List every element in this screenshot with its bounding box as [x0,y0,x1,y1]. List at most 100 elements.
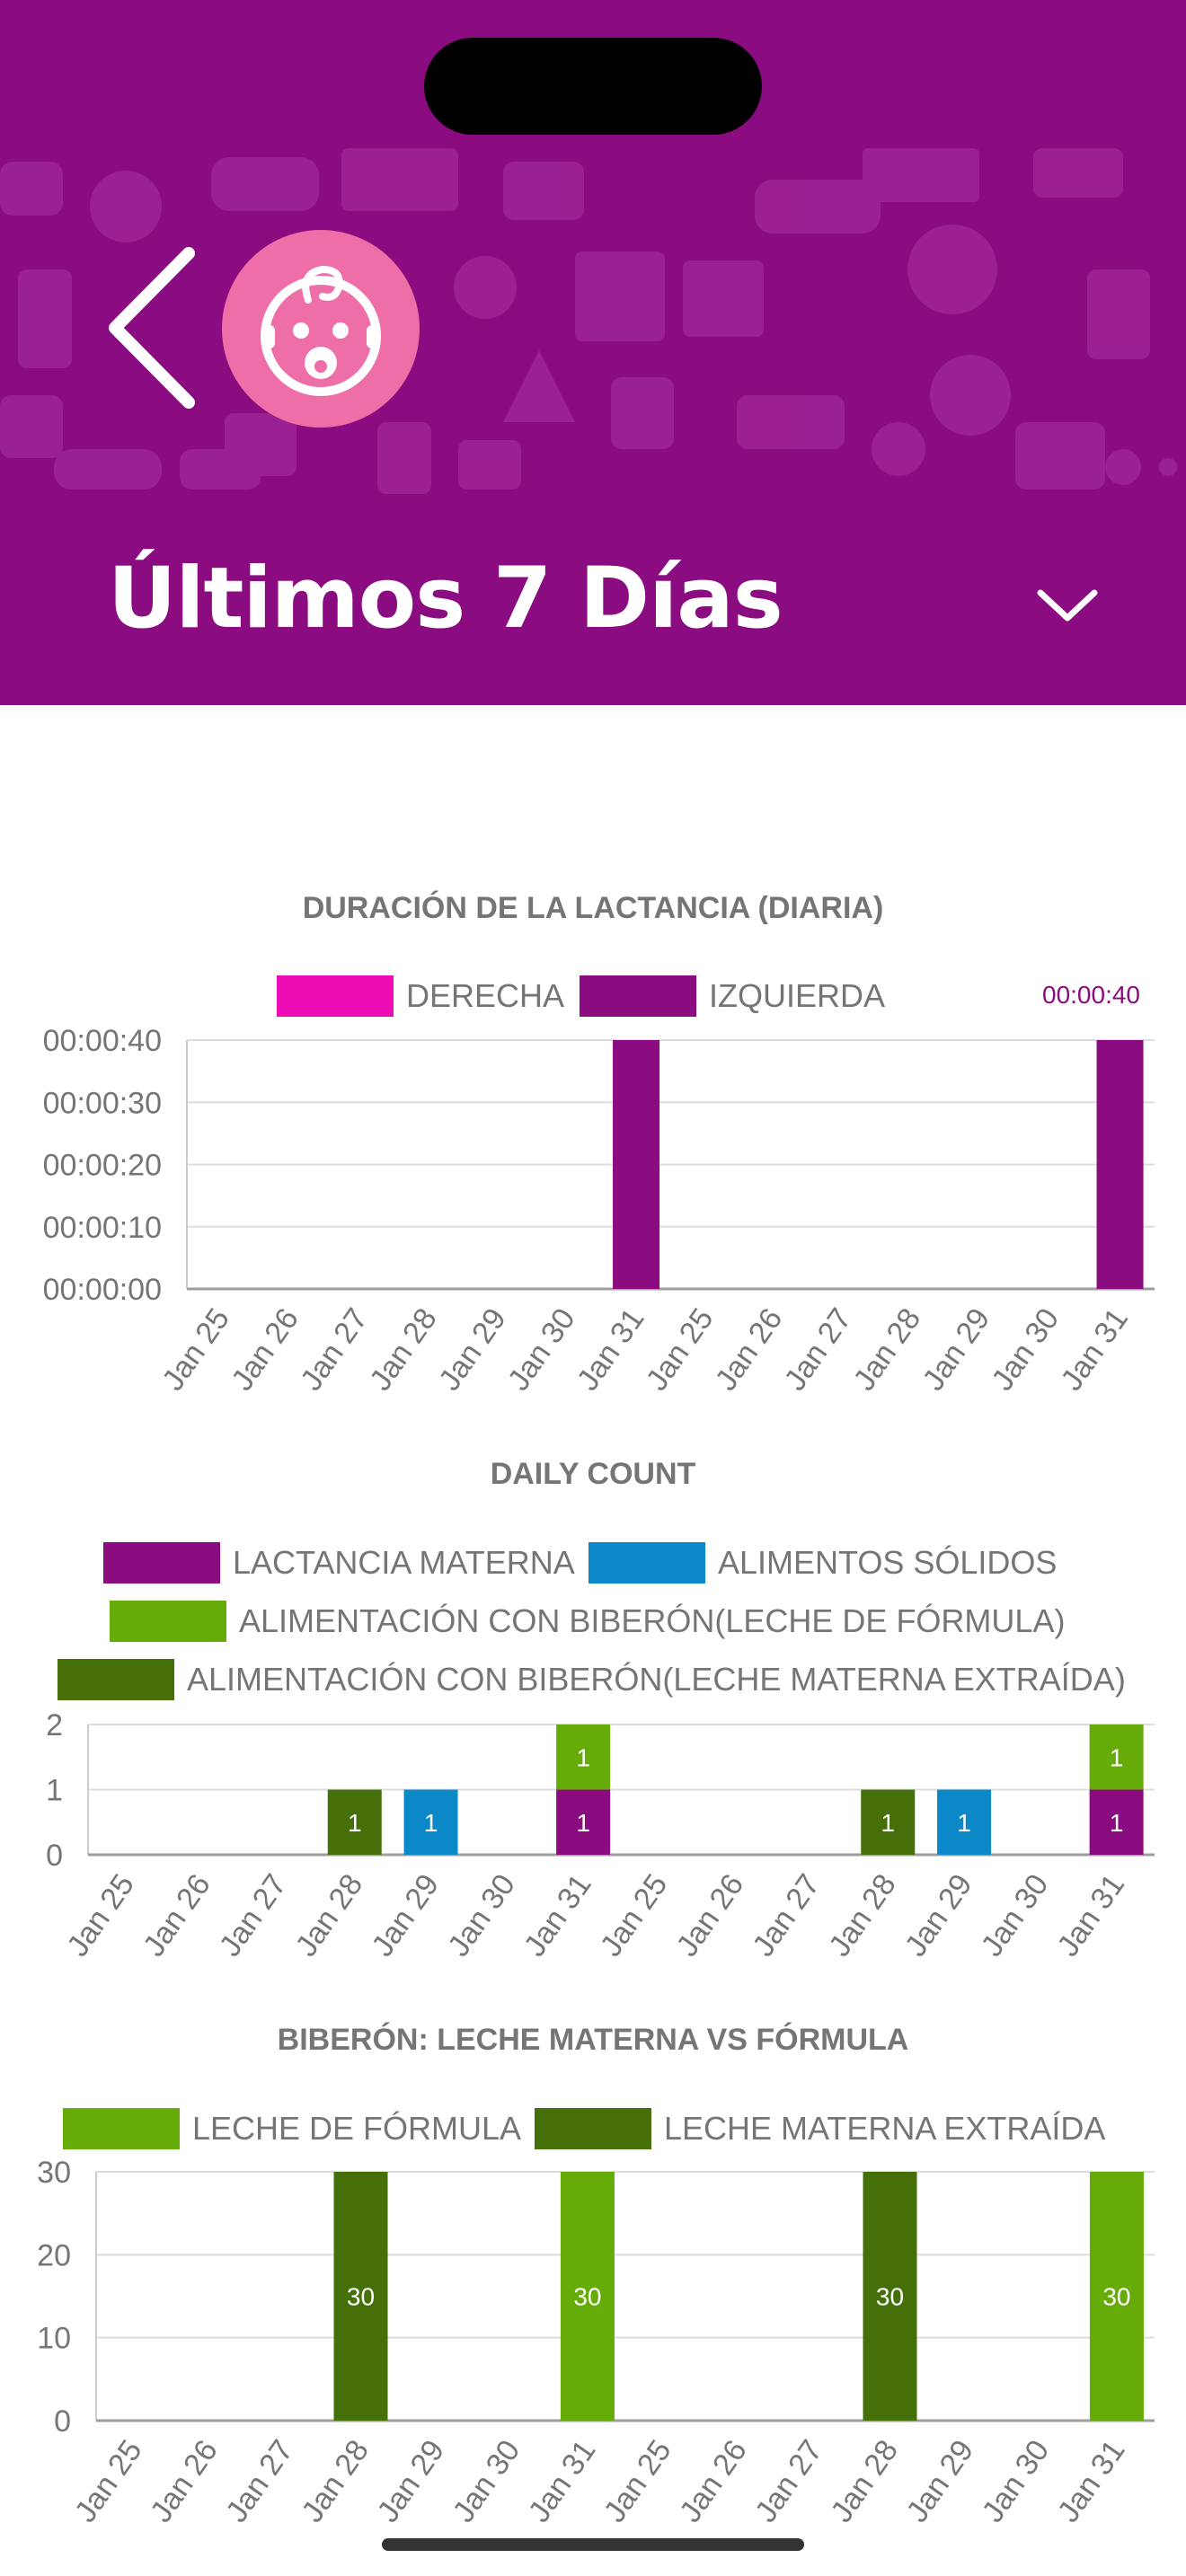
legend-biberon-extraida[interactable]: ALIMENTACIÓN CON BIBERÓN(LECHE MATERNA E… [58,1659,1126,1700]
legend-swatch [589,1542,705,1584]
baby-face-icon[interactable] [222,230,420,428]
chart-bar [861,1789,916,1855]
bar-value-label: 00:00:40 [1042,981,1140,1009]
baby-pattern-background [0,148,1177,494]
x-tick-label: Jan 25 [597,2434,678,2528]
legend-label: LECHE MATERNA EXTRAÍDA [664,2110,1106,2147]
x-tick-label: Jan 28 [295,2434,376,2528]
chart-bar [863,2172,917,2421]
chart-bar [613,1040,660,1289]
home-indicator[interactable] [382,2538,804,2551]
bar-value-label: 30 [573,2283,601,2311]
y-tick-label: 00:00:00 [43,1273,162,1307]
legend-label: ALIMENTACIÓN CON BIBERÓN(LECHE MATERNA E… [187,1661,1126,1698]
x-tick-label: Jan 29 [900,2434,981,2528]
legend-swatch [580,975,696,1017]
x-tick-label: Jan 31 [571,1302,651,1397]
legend-swatch [63,2108,180,2149]
x-tick-label: Jan 26 [709,1302,790,1397]
legend-izquierda[interactable]: IZQUIERDA [580,975,885,1017]
y-tick-label: 20 [37,2238,71,2272]
y-tick-label: 00:00:10 [43,1211,162,1245]
x-tick-label: Jan 31 [518,1868,598,1963]
x-tick-label: Jan 31 [1054,1302,1135,1397]
y-tick-label: 30 [37,2156,71,2190]
x-tick-label: Jan 25 [155,1302,236,1397]
chart-bar [1089,1725,1144,1790]
x-tick-label: Jan 31 [1051,2434,1132,2528]
count-chart-title: DAILY COUNT [490,1457,696,1491]
x-tick-label: Jan 30 [976,2434,1057,2528]
legend-label: ALIMENTACIÓN CON BIBERÓN(LECHE DE FÓRMUL… [239,1602,1066,1639]
x-tick-label: Jan 26 [670,1868,751,1963]
chart-bar [556,1725,611,1790]
x-tick-label: Jan 27 [746,1868,827,1963]
x-tick-label: Jan 26 [225,1302,305,1397]
legend-biberon-formula[interactable]: ALIMENTACIÓN CON BIBERÓN(LECHE DE FÓRMUL… [110,1601,1065,1642]
legend-alimentos-solidos[interactable]: ALIMENTOS SÓLIDOS [589,1542,1057,1584]
y-tick-label: 00:00:40 [43,1024,162,1058]
bar-value-label: 1 [1110,1809,1124,1837]
app-header: Últimos 7 Días [0,0,1186,705]
legend-leche-extraida[interactable]: LECHE MATERNA EXTRAÍDA [535,2108,1105,2149]
x-tick-label: Jan 30 [985,1302,1066,1397]
legend-leche-formula[interactable]: LECHE DE FÓRMULA [63,2108,521,2149]
bar-value-label: 1 [957,1809,971,1837]
legend-swatch [103,1542,220,1584]
x-tick-label: Jan 27 [778,1302,859,1397]
duration-chart-title: DURACIÓN DE LA LACTANCIA (DIARIA) [302,891,884,925]
y-tick-label: 00:00:30 [43,1086,162,1120]
x-tick-label: Jan 25 [60,1868,141,1963]
legend-label: ALIMENTOS SÓLIDOS [718,1544,1058,1581]
y-tick-label: 10 [37,2322,71,2356]
y-tick-label: 00:00:20 [43,1149,162,1183]
legend-swatch [58,1659,174,1700]
y-tick-label: 1 [46,1774,63,1808]
x-tick-label: Jan 25 [68,2434,149,2528]
legend-lactancia-materna[interactable]: LACTANCIA MATERNA [103,1542,575,1584]
legend-swatch [110,1601,226,1642]
x-tick-label: Jan 30 [501,1302,582,1397]
chart-bar [1089,1789,1144,1855]
bottle-chart-title: BIBERÓN: LECHE MATERNA VS FÓRMULA [277,2023,909,2057]
bar-value-label: 30 [347,2283,375,2311]
chart-bar [560,2172,615,2421]
x-tick-label: Jan 28 [824,2434,905,2528]
x-tick-label: Jan 26 [673,2434,754,2528]
x-tick-label: Jan 29 [365,1868,446,1963]
x-tick-label: Jan 28 [363,1302,444,1397]
page-title: Últimos 7 Días [108,550,783,648]
x-tick-label: Jan 27 [213,1868,294,1963]
x-tick-label: Jan 29 [371,2434,452,2528]
bar-value-label: 1 [1110,1743,1124,1771]
x-tick-label: Jan 29 [898,1868,979,1963]
x-tick-label: Jan 30 [975,1868,1056,1963]
chart-bar [937,1789,992,1855]
x-tick-label: Jan 30 [441,1868,522,1963]
legend-swatch [535,2108,651,2149]
chevron-down-icon[interactable] [1035,586,1100,625]
x-tick-label: Jan 28 [822,1868,903,1963]
x-tick-label: Jan 26 [137,1868,217,1963]
bar-value-label: 1 [881,1809,895,1837]
x-tick-label: Jan 29 [916,1302,997,1397]
legend-label: DERECHA [406,977,565,1014]
x-tick-label: Jan 31 [1050,1868,1131,1963]
legend-derecha[interactable]: DERECHA [277,975,564,1017]
chevron-left-icon[interactable] [99,243,207,413]
x-tick-label: Jan 27 [748,2434,829,2528]
x-tick-label: Jan 25 [640,1302,721,1397]
x-tick-label: Jan 28 [289,1868,370,1963]
bar-value-label: 1 [348,1809,362,1837]
y-tick-label: 0 [54,2404,71,2439]
x-tick-label: Jan 26 [144,2434,225,2528]
x-tick-label: Jan 27 [219,2434,300,2528]
x-tick-label: Jan 30 [447,2434,527,2528]
x-tick-label: Jan 29 [432,1302,513,1397]
y-tick-label: 2 [46,1708,63,1742]
legend-label: IZQUIERDA [709,977,886,1014]
x-tick-label: Jan 31 [522,2434,603,2528]
chart-bar [327,1789,382,1855]
